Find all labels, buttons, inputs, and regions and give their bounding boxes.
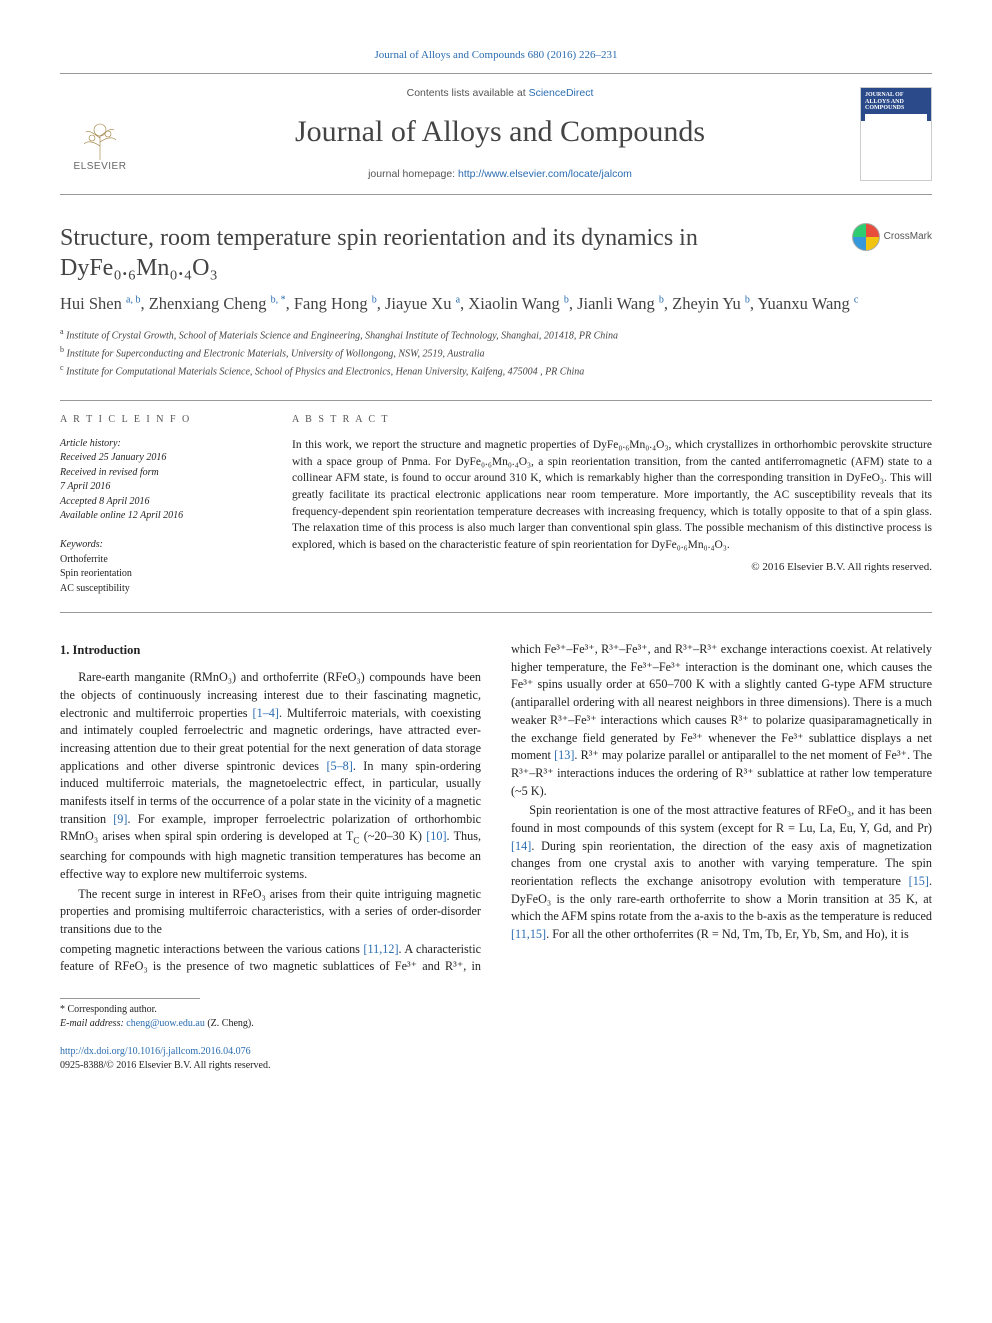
history-online: Available online 12 April 2016 <box>60 509 260 524</box>
corr-name: (Z. Cheng). <box>205 1018 254 1029</box>
p3-a: competing magnetic interactions between … <box>60 942 363 956</box>
footnote-rule <box>60 998 200 999</box>
corr-email[interactable]: cheng@uow.edu.au <box>126 1018 205 1029</box>
masthead: ELSEVIER Contents lists available at Sci… <box>60 73 932 194</box>
affil-a-text: Institute of Crystal Growth, School of M… <box>66 330 618 341</box>
homepage-link[interactable]: http://www.elsevier.com/locate/jalcom <box>458 168 632 180</box>
ref-11-15[interactable]: [11,15] <box>511 927 546 941</box>
doi-block: http://dx.doi.org/10.1016/j.jallcom.2016… <box>60 1045 932 1073</box>
keyword-2: AC susceptibility <box>60 582 260 597</box>
ref-9[interactable]: [9] <box>113 812 127 826</box>
affiliations: a Institute of Crystal Growth, School of… <box>60 326 932 379</box>
crossmark-label: CrossMark <box>884 230 932 244</box>
masthead-center: Contents lists available at ScienceDirec… <box>156 86 844 181</box>
abstract-col: A B S T R A C T In this work, we report … <box>292 413 932 597</box>
contents-line: Contents lists available at ScienceDirec… <box>156 86 844 101</box>
body-columns: 1. Introduction Rare-earth manganite (RM… <box>60 641 932 976</box>
cover-thumb-body <box>865 114 927 176</box>
history-accepted: Accepted 8 April 2016 <box>60 495 260 510</box>
affiliation-a: a Institute of Crystal Growth, School of… <box>60 326 932 344</box>
ref-10[interactable]: [10] <box>426 829 446 843</box>
section-1-para-4: Spin reorientation is one of the most at… <box>511 802 932 944</box>
publisher-logo: ELSEVIER <box>60 94 140 174</box>
crossmark-icon <box>852 223 880 251</box>
ref-14[interactable]: [14] <box>511 839 531 853</box>
ref-15[interactable]: [15] <box>909 874 929 888</box>
affiliation-b: b Institute for Superconducting and Elec… <box>60 344 932 362</box>
sciencedirect-link[interactable]: ScienceDirect <box>529 87 594 99</box>
history-received: Received 25 January 2016 <box>60 451 260 466</box>
homepage-prefix: journal homepage: <box>368 168 458 180</box>
section-1-heading: 1. Introduction <box>60 641 481 659</box>
ref-5-8[interactable]: [5–8] <box>326 759 352 773</box>
ref-13[interactable]: [13] <box>554 748 574 762</box>
authors: Hui Shen a, b, Zhenxiang Cheng b, *, Fan… <box>60 292 932 316</box>
history-label: Article history: <box>60 437 260 452</box>
abstract-heading: A B S T R A C T <box>292 413 932 428</box>
citation-line: Journal of Alloys and Compounds 680 (201… <box>60 48 932 63</box>
keywords-block: Keywords: Orthoferrite Spin reorientatio… <box>60 538 260 597</box>
affil-c-text: Institute for Computational Materials Sc… <box>66 366 584 377</box>
publisher-name: ELSEVIER <box>74 160 127 174</box>
abstract-copyright: © 2016 Elsevier B.V. All rights reserved… <box>292 560 932 576</box>
article-history: Article history: Received 25 January 201… <box>60 437 260 524</box>
abstract-text: In this work, we report the structure an… <box>292 437 932 554</box>
p4-a: Spin reorientation is one of the most at… <box>511 803 932 835</box>
affiliation-c: c Institute for Computational Materials … <box>60 362 932 380</box>
cover-thumb-title: JOURNAL OF ALLOYS AND COMPOUNDS <box>865 92 927 112</box>
article-info-heading: A R T I C L E I N F O <box>60 413 260 427</box>
history-revised-2: 7 April 2016 <box>60 480 260 495</box>
p4-d: . For all the other orthoferrites (R = N… <box>546 927 909 941</box>
history-revised-1: Received in revised form <box>60 466 260 481</box>
doi-link[interactable]: http://dx.doi.org/10.1016/j.jallcom.2016… <box>60 1046 251 1057</box>
page: Journal of Alloys and Compounds 680 (201… <box>0 0 992 1103</box>
affil-b-text: Institute for Superconducting and Electr… <box>67 348 485 359</box>
citation-link[interactable]: Journal of Alloys and Compounds 680 (201… <box>375 49 618 61</box>
homepage-line: journal homepage: http://www.elsevier.co… <box>156 167 844 182</box>
corr-star: * Corresponding author. <box>60 1003 932 1017</box>
article-info-col: A R T I C L E I N F O Article history: R… <box>60 413 260 597</box>
ref-1-4[interactable]: [1–4] <box>253 706 279 720</box>
article-title: Structure, room temperature spin reorien… <box>60 223 836 284</box>
keyword-0: Orthoferrite <box>60 553 260 568</box>
title-row: Structure, room temperature spin reorien… <box>60 223 932 284</box>
keywords-label: Keywords: <box>60 538 260 552</box>
section-1-para-1: Rare-earth manganite (RMnO₃) and orthofe… <box>60 669 481 883</box>
info-abstract-row: A R T I C L E I N F O Article history: R… <box>60 400 932 614</box>
corresponding-author: * Corresponding author. E-mail address: … <box>60 1003 932 1031</box>
p1-e: (~20–30 K) <box>359 829 426 843</box>
p3-c: . R³⁺ may polarize parallel or antiparal… <box>511 748 932 797</box>
corr-email-line: E-mail address: cheng@uow.edu.au (Z. Che… <box>60 1017 932 1031</box>
corr-email-label: E-mail address: <box>60 1018 126 1029</box>
journal-cover-thumb: JOURNAL OF ALLOYS AND COMPOUNDS <box>860 87 932 181</box>
crossmark-badge[interactable]: CrossMark <box>852 223 932 251</box>
contents-prefix: Contents lists available at <box>407 87 529 99</box>
elsevier-tree-icon <box>80 116 120 160</box>
p4-b: . During spin reorientation, the directi… <box>511 839 932 888</box>
section-1-para-2: The recent surge in interest in RFeO₃ ar… <box>60 886 481 939</box>
ref-11-12[interactable]: [11,12] <box>363 942 398 956</box>
journal-name: Journal of Alloys and Compounds <box>156 111 844 153</box>
keyword-1: Spin reorientation <box>60 567 260 582</box>
issn-copyright: 0925-8388/© 2016 Elsevier B.V. All right… <box>60 1059 932 1073</box>
